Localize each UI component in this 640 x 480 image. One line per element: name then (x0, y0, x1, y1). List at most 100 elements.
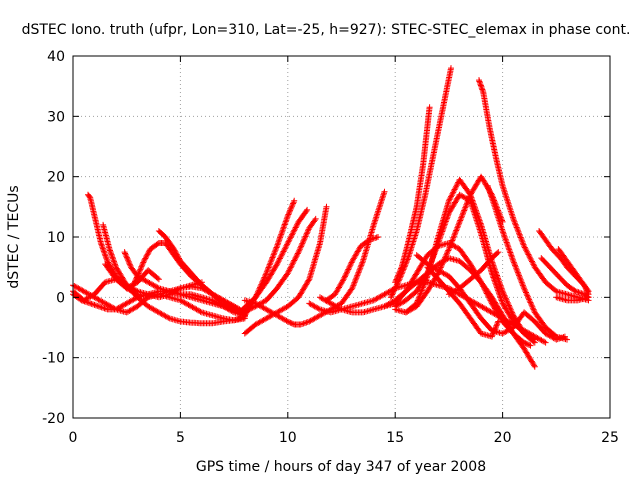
data-point (137, 266, 144, 273)
data-point (289, 231, 296, 238)
data-point (357, 263, 364, 270)
data-point (466, 194, 473, 201)
data-point (396, 269, 403, 276)
data-point (526, 342, 533, 348)
data-point (527, 299, 534, 306)
data-point (466, 193, 473, 200)
data-point (581, 282, 588, 289)
data-point (447, 243, 453, 250)
data-point (515, 271, 522, 277)
data-point (443, 217, 450, 223)
data-point (144, 251, 151, 258)
data-point (268, 257, 275, 264)
data-point (284, 270, 291, 277)
data-point (301, 236, 308, 243)
y-tick-label: -20 (42, 411, 65, 427)
data-point (519, 240, 526, 247)
axis-ticks: 0 5 10 15 20 25 -20 -10 0 10 20 30 40 (42, 49, 619, 446)
data-point (453, 227, 460, 234)
data-point (388, 292, 395, 299)
data-point (354, 271, 361, 277)
data-point (279, 249, 286, 256)
x-tick-label: 25 (601, 430, 619, 446)
data-series-20 (392, 104, 433, 286)
data-point (276, 256, 283, 263)
data-point (122, 251, 129, 258)
data-point (300, 237, 307, 244)
data-point (284, 212, 291, 219)
data-point (397, 266, 404, 273)
data-point (583, 286, 590, 293)
data-point (392, 279, 399, 286)
data-point (541, 338, 548, 345)
data-point (345, 266, 352, 273)
data-point (516, 230, 522, 237)
data-point (303, 232, 310, 238)
data-point (266, 261, 273, 268)
data-point (438, 263, 445, 270)
data-point (452, 230, 459, 237)
data-point (292, 256, 298, 263)
data-point (444, 250, 450, 257)
data-point (505, 301, 512, 308)
data-point (482, 287, 489, 294)
data-point (497, 293, 503, 300)
data-point (394, 273, 401, 280)
data-point (514, 225, 521, 232)
data-point (305, 277, 312, 284)
y-tick-label: 10 (47, 230, 65, 246)
data-series-19 (387, 65, 454, 301)
data-point (454, 223, 461, 230)
data-point (344, 269, 350, 276)
data-point (287, 206, 294, 212)
data-point (494, 319, 501, 326)
data-point (458, 214, 465, 221)
data-point (286, 210, 292, 217)
data-point (340, 276, 347, 283)
data-point (393, 276, 400, 283)
data-point (491, 326, 498, 333)
data-point (526, 252, 533, 259)
data-point (450, 187, 457, 194)
data-point (171, 247, 178, 254)
data-point (353, 275, 360, 282)
data-point (305, 227, 311, 234)
data-point (513, 266, 520, 273)
data-point (521, 286, 528, 293)
data-point (521, 243, 528, 250)
data-point (289, 230, 296, 237)
data-point (521, 339, 528, 346)
data-point (293, 253, 300, 260)
data-point (517, 275, 524, 282)
data-point (392, 277, 399, 284)
y-axis-label: dSTEC / TECUs (6, 185, 22, 288)
data-point (492, 325, 499, 332)
data-point (442, 254, 449, 261)
data-point (512, 262, 518, 269)
data-point (126, 260, 133, 267)
data-point (125, 257, 132, 264)
data-point (239, 309, 246, 316)
data-point (395, 271, 402, 277)
data-point (465, 197, 472, 204)
data-point (347, 262, 354, 269)
data-point (272, 245, 279, 252)
data-point (526, 254, 533, 261)
data-point (311, 217, 318, 224)
data-point (294, 250, 301, 257)
data-point (441, 256, 448, 262)
data-point (430, 254, 436, 261)
data-point (126, 261, 133, 268)
data-point (583, 287, 590, 294)
data-point (288, 203, 295, 210)
data-point (154, 275, 161, 282)
data-point (312, 215, 319, 222)
data-point (289, 201, 296, 208)
data-point (517, 276, 524, 283)
data-point (294, 221, 301, 228)
data-point (503, 296, 510, 303)
data-point (343, 270, 350, 277)
data-point (337, 305, 344, 312)
data-point (277, 233, 284, 239)
